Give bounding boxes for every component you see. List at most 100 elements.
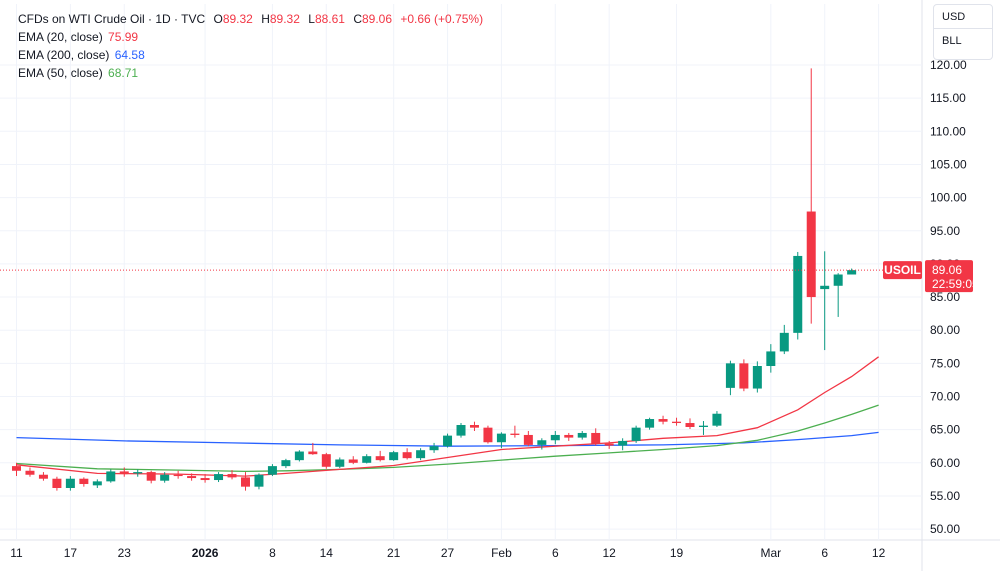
candle-body xyxy=(308,451,318,455)
price-axis[interactable]: 120.00115.00110.00105.00100.0095.0090.00… xyxy=(930,58,967,536)
candle-body xyxy=(456,425,466,436)
x-tick-label: 12 xyxy=(603,546,617,560)
candle xyxy=(119,467,129,477)
x-tick-label: 21 xyxy=(387,546,401,560)
candle xyxy=(79,477,89,487)
candle xyxy=(187,473,197,481)
candle-body xyxy=(375,456,385,461)
candle xyxy=(335,457,345,469)
candle-body xyxy=(469,425,479,428)
candle xyxy=(321,452,331,469)
candle-body xyxy=(645,419,655,428)
candle-body xyxy=(483,427,493,443)
y-tick-label: 85.00 xyxy=(930,290,960,304)
candle xyxy=(766,344,776,373)
candle-body xyxy=(281,460,291,467)
x-tick-label: Mar xyxy=(760,546,781,560)
y-tick-label: 50.00 xyxy=(930,522,960,536)
candle xyxy=(698,421,708,435)
candle xyxy=(793,251,803,340)
indicator-ema200[interactable]: EMA (200, close) 64.58 xyxy=(18,46,483,64)
candle-body xyxy=(106,471,116,482)
candle xyxy=(416,448,426,461)
unit-label[interactable]: BLL xyxy=(934,28,992,52)
candle-body xyxy=(52,478,62,488)
candle xyxy=(227,470,237,480)
indicator-ema50[interactable]: EMA (50, close) 68.71 xyxy=(18,64,483,82)
candle xyxy=(402,448,412,460)
high-label: H xyxy=(261,12,270,26)
candle-body xyxy=(133,472,143,474)
candle xyxy=(456,423,466,438)
candle-body xyxy=(712,413,722,426)
candle-body xyxy=(119,471,129,474)
candle-body xyxy=(752,366,762,389)
candle xyxy=(550,430,560,445)
candle xyxy=(92,479,102,488)
candle xyxy=(146,470,156,484)
symbol-title[interactable]: CFDs on WTI Crude Oil · 1D · TVC xyxy=(18,12,206,26)
candle-body xyxy=(227,474,237,478)
close-value: 89.06 xyxy=(361,12,393,26)
candle xyxy=(496,432,506,449)
y-tick-label: 115.00 xyxy=(930,91,966,105)
x-tick-label: 19 xyxy=(670,546,684,560)
candle-body xyxy=(12,466,21,471)
candle-body xyxy=(591,432,601,444)
candle xyxy=(362,454,372,464)
candle-body xyxy=(443,435,453,447)
candle xyxy=(38,472,48,481)
time-axis[interactable]: 11 17 23 2026 8 14 21 27 Feb 6 12 19 Mar 6 12 xyxy=(10,546,885,560)
candle-body xyxy=(335,459,345,467)
candle-body xyxy=(739,363,749,389)
currency-unit-selector[interactable]: USD BLL xyxy=(933,4,993,60)
x-tick-label: 2026 xyxy=(192,546,219,560)
candle-body xyxy=(577,432,587,438)
candle-body xyxy=(402,452,412,459)
x-tick-label: 14 xyxy=(320,546,334,560)
candle xyxy=(389,450,399,461)
candle xyxy=(281,458,291,469)
low-value: 88.61 xyxy=(314,12,345,26)
candle-body xyxy=(389,452,399,461)
candle-body xyxy=(429,446,439,451)
candle-body xyxy=(523,434,533,445)
candle-body xyxy=(685,423,695,427)
candle-body xyxy=(604,443,614,446)
low-label: L xyxy=(308,12,315,26)
x-tick-label: 27 xyxy=(441,546,455,560)
y-tick-label: 110.00 xyxy=(930,124,966,138)
series-header[interactable]: CFDs on WTI Crude Oil · 1D · TVC O89.32 … xyxy=(18,10,483,28)
x-tick-label: 17 xyxy=(64,546,78,560)
price-tag-countdown: 22:59:05 xyxy=(932,277,979,291)
candle xyxy=(443,433,453,448)
candle xyxy=(658,415,668,425)
y-tick-label: 70.00 xyxy=(930,390,960,404)
candle xyxy=(591,428,601,446)
x-tick-label: 12 xyxy=(872,546,886,560)
chart-legend: CFDs on WTI Crude Oil · 1D · TVC O89.32 … xyxy=(18,10,483,82)
change-value: +0.66 (+0.75%) xyxy=(400,12,484,26)
candle xyxy=(645,417,655,430)
candle xyxy=(240,472,250,491)
x-tick-label: 8 xyxy=(269,546,276,560)
candle-body xyxy=(820,285,830,290)
high-value: 89.32 xyxy=(269,12,300,26)
candle xyxy=(25,467,35,477)
candle-body xyxy=(362,456,372,463)
candle-body xyxy=(631,427,641,441)
candle xyxy=(685,418,695,429)
indicator-ema20[interactable]: EMA (20, close) 75.99 xyxy=(18,28,483,46)
candle xyxy=(267,464,277,477)
candle xyxy=(847,268,857,275)
candle xyxy=(833,273,843,317)
symbol-tag-text: USOIL xyxy=(884,263,921,277)
open-label: O xyxy=(213,12,223,26)
candle-body xyxy=(146,472,156,481)
candle xyxy=(618,438,628,451)
candle xyxy=(510,425,520,438)
currency-label[interactable]: USD xyxy=(942,11,966,23)
